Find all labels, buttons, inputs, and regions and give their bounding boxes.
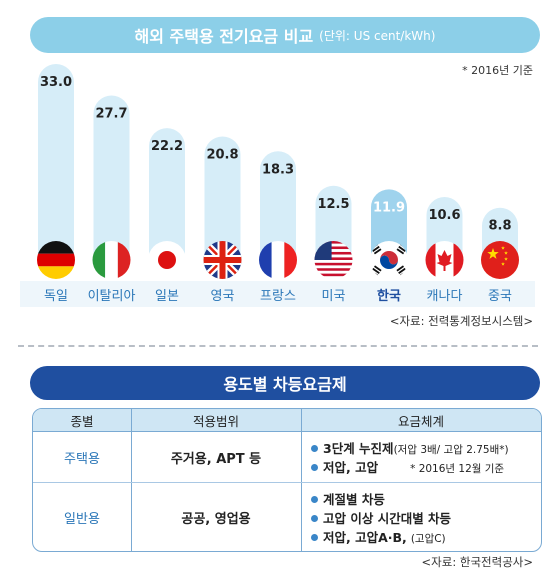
uk-flag-icon — [203, 241, 242, 279]
value-label: 33.0 — [40, 75, 72, 90]
category-label: 영국 — [211, 289, 235, 304]
bar-group: 18.3 프랑스 — [259, 151, 297, 304]
bar-chart: 33.0독일27.7이탈리아22.2일본20.8영국18.3프랑스12.5미국1… — [20, 64, 535, 307]
bar-group: 33.0 독일 — [37, 64, 75, 304]
table-title-bar: 용도별 차등요금제 — [30, 366, 540, 400]
list-item: 계절별 차등 — [311, 489, 451, 508]
value-label: 20.8 — [206, 147, 238, 162]
row-scope-residential: 주거용, APT 등 — [170, 452, 262, 467]
item-note: * 2016년 12월 기준 — [410, 463, 505, 475]
column-divider — [301, 409, 302, 551]
item-strong: 계절별 차등 — [323, 492, 385, 507]
category-label: 캐나다 — [427, 289, 463, 304]
bar — [93, 95, 130, 278]
bar-group: 11.9 한국 — [370, 189, 408, 304]
header-system: 요금체계 — [397, 413, 444, 429]
item-strong: 3단계 누진제 — [323, 441, 394, 456]
category-label: 중국 — [488, 289, 512, 304]
list-item: 저압, 고압 * 2016년 12월 기준 — [311, 457, 509, 476]
bullet-dot-icon — [311, 445, 318, 452]
list-item: 저압, 고압A·B, (고압C) — [311, 527, 451, 546]
canada-flag-icon — [425, 241, 464, 279]
row-divider — [33, 482, 541, 483]
column-divider — [131, 409, 132, 551]
chart-source: <자료: 전력통계정보시스템> — [389, 314, 533, 328]
category-label: 일본 — [155, 289, 179, 304]
list-item: 고압 이상 시간대별 차등 — [311, 508, 451, 527]
value-label: 10.6 — [428, 208, 460, 223]
category-label: 한국 — [377, 288, 401, 304]
bars-layer: 33.0독일27.7이탈리아22.2일본20.8영국18.3프랑스12.5미국1… — [20, 64, 535, 307]
category-label: 이탈리아 — [88, 289, 136, 304]
general-items: 계절별 차등 고압 이상 시간대별 차등 저압, 고압A·B, (고압C) — [311, 489, 451, 546]
row-type-residential: 주택용 — [64, 452, 100, 467]
bullet-dot-icon — [311, 496, 318, 503]
bar-group: 27.7 이탈리아 — [88, 95, 136, 304]
table-source: <자료: 한국전력공사> — [421, 555, 533, 569]
category-label: 프랑스 — [260, 289, 296, 304]
bullet-dot-icon — [311, 534, 318, 541]
value-label: 11.9 — [373, 200, 405, 215]
section-divider — [18, 345, 538, 347]
table-header-row — [33, 409, 541, 432]
china-flag-icon — [481, 241, 519, 279]
chart-title-bar: 해외 주택용 전기요금 비교 (단위: US cent/kWh) — [30, 17, 540, 53]
value-label: 12.5 — [317, 197, 349, 212]
value-label: 8.8 — [488, 219, 511, 234]
bar — [38, 64, 74, 278]
category-label: 미국 — [322, 289, 346, 304]
table-title: 용도별 차등요금제 — [223, 375, 347, 394]
chart-subtitle: (단위: US cent/kWh) — [319, 28, 436, 43]
italy-flag-icon — [92, 241, 131, 279]
korea-flag-icon — [370, 241, 408, 279]
bar — [149, 128, 185, 278]
header-scope: 적용범위 — [192, 413, 239, 429]
bar-group: 12.5 미국 — [314, 185, 353, 304]
row-scope-general: 공공, 영업용 — [181, 512, 251, 527]
germany-flag-icon — [37, 241, 75, 279]
chart-note: * 2016년 기준 — [462, 64, 533, 77]
bar-group: 20.8 영국 — [203, 136, 242, 304]
item-strong: 고압 이상 시간대별 차등 — [323, 511, 452, 526]
value-label: 22.2 — [151, 139, 183, 154]
bar-group: 10.6 캐나다 — [425, 197, 464, 304]
bullet-dot-icon — [311, 464, 318, 471]
item-strong: 저압, 고압A·B, — [323, 530, 407, 545]
item-detail: (저압 3배/ 고압 2.75배*) — [393, 444, 509, 456]
japan-flag-icon — [148, 241, 186, 279]
value-label: 27.7 — [95, 106, 127, 121]
chart-title: 해외 주택용 전기요금 비교 — [134, 27, 314, 46]
usa-flag-icon — [314, 241, 353, 279]
france-flag-icon — [259, 241, 297, 279]
rate-table: 종별 적용범위 요금체계 주택용 주거용, APT 등 3단계 누진제 (저압 … — [32, 408, 542, 552]
bullet-dot-icon — [311, 515, 318, 522]
bar-group: 22.2 일본 — [148, 128, 186, 304]
category-band — [20, 281, 535, 307]
bar — [204, 136, 241, 278]
item-strong: 저압, 고압 — [323, 460, 379, 475]
list-item: 3단계 누진제 (저압 3배/ 고압 2.75배*) — [311, 438, 509, 457]
bar-group: 8.8 중국 — [481, 207, 519, 304]
residential-items: 3단계 누진제 (저압 3배/ 고압 2.75배*) 저압, 고압 * 2016… — [311, 438, 509, 476]
header-type: 종별 — [70, 413, 94, 429]
item-detail: (고압C) — [410, 533, 446, 545]
value-label: 18.3 — [262, 162, 294, 177]
category-label: 독일 — [44, 289, 68, 304]
row-type-general: 일반용 — [64, 512, 100, 527]
